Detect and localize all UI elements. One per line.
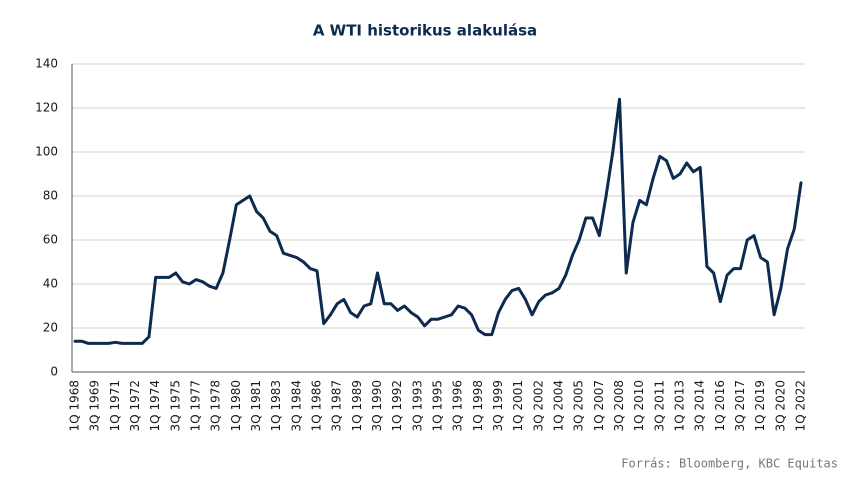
x-tick-label: 1Q 2022 bbox=[794, 380, 808, 431]
x-tick-label: 1Q 1995 bbox=[431, 380, 445, 431]
x-tick-label: 1Q 2001 bbox=[511, 380, 525, 431]
x-tick-label: 3Q 1981 bbox=[249, 380, 263, 431]
y-tick-label: 140 bbox=[35, 57, 58, 71]
x-tick-label: 1Q 2013 bbox=[673, 380, 687, 431]
x-tick-label: 3Q 2011 bbox=[652, 380, 666, 431]
x-tick-label: 3Q 1996 bbox=[451, 380, 465, 431]
x-tick-label: 3Q 2020 bbox=[773, 380, 787, 431]
x-tick-label: 1Q 2010 bbox=[632, 380, 646, 431]
chart-title: A WTI historikus alakulása bbox=[313, 22, 537, 40]
y-tick-label: 80 bbox=[43, 189, 58, 203]
x-tick-label: 1Q 2004 bbox=[552, 380, 566, 431]
x-tick-label: 3Q 2017 bbox=[733, 380, 747, 431]
x-tick-label: 3Q 2014 bbox=[693, 380, 707, 431]
y-tick-label: 60 bbox=[43, 233, 58, 247]
y-tick-label: 20 bbox=[43, 321, 58, 335]
x-tick-label: 3Q 1987 bbox=[330, 380, 344, 431]
y-tick-label: 0 bbox=[50, 365, 58, 379]
y-tick-label: 40 bbox=[43, 277, 58, 291]
x-tick-label: 3Q 1990 bbox=[370, 380, 384, 431]
x-tick-label: 1Q 1989 bbox=[350, 380, 364, 431]
y-tick-label: 120 bbox=[35, 101, 58, 115]
x-tick-label: 1Q 1983 bbox=[269, 380, 283, 431]
x-tick-label: 3Q 1999 bbox=[491, 380, 505, 431]
x-tick-label: 1Q 1971 bbox=[108, 380, 122, 431]
x-tick-label: 3Q 2002 bbox=[531, 380, 545, 431]
x-tick-label: 1Q 1998 bbox=[471, 380, 485, 431]
x-tick-label: 1Q 1980 bbox=[229, 380, 243, 431]
source-note: Forrás: Bloomberg, KBC Equitas bbox=[621, 457, 838, 471]
x-tick-label: 1Q 1977 bbox=[189, 380, 203, 431]
x-tick-label: 1Q 1986 bbox=[310, 380, 324, 431]
x-tick-label: 3Q 2005 bbox=[572, 380, 586, 431]
x-tick-label: 3Q 1978 bbox=[209, 380, 223, 431]
x-tick-label: 1Q 1974 bbox=[148, 380, 162, 431]
x-tick-label: 1Q 1968 bbox=[68, 380, 82, 431]
price-line bbox=[73, 97, 803, 345]
x-tick-label: 3Q 2008 bbox=[612, 380, 626, 431]
x-tick-label: 3Q 1984 bbox=[289, 380, 303, 431]
y-tick-label: 100 bbox=[35, 145, 58, 159]
x-tick-label: 1Q 1992 bbox=[390, 380, 404, 431]
x-tick-label: 3Q 1975 bbox=[168, 380, 182, 431]
x-tick-label: 3Q 1972 bbox=[128, 380, 142, 431]
x-tick-label: 1Q 2007 bbox=[592, 380, 606, 431]
x-tick-label: 3Q 1969 bbox=[88, 380, 102, 431]
x-tick-label: 1Q 2016 bbox=[713, 380, 727, 431]
x-tick-label: 1Q 2019 bbox=[753, 380, 767, 431]
x-tick-label: 3Q 1993 bbox=[410, 380, 424, 431]
